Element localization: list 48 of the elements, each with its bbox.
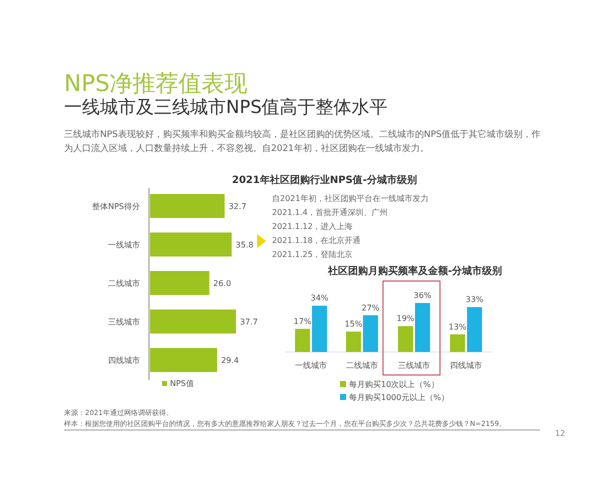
y-tick-label: 三线城市	[108, 318, 140, 326]
y-tick-label: 二线城市	[108, 279, 140, 288]
bar	[450, 334, 465, 352]
data-label: 13%	[448, 322, 467, 332]
bar	[312, 306, 327, 352]
text: 三线城市NPS表现较好，购买频率和购买金额均较高，是社区团购的优势区域。二线城市的NPS值低于其它城市级别，作为人口流入区域，人口数量持续上升，不容忽视。自2021年初，社区团购在一线城市发力。	[64, 128, 542, 156]
y-tick-label: 一线城市	[108, 240, 140, 250]
bar	[150, 271, 210, 295]
data-label: 15%	[344, 320, 363, 329]
bar	[346, 332, 361, 352]
bar	[415, 303, 430, 352]
text: 2021.1.4，首批开通深圳、广州	[272, 208, 388, 217]
x-tick-label: 二线城市	[346, 361, 378, 370]
legend-label: NPS值	[170, 379, 194, 388]
data-label: 33%	[466, 295, 484, 304]
text: 12	[555, 429, 566, 438]
data-label: 34%	[310, 294, 329, 303]
text: 2021.1.18，在北京开通	[272, 236, 361, 245]
y-tick-label: 整体NPS得分	[92, 202, 140, 211]
bar	[467, 307, 482, 352]
text: 一线城市及三线城市NPS值高于整体水平	[64, 96, 388, 119]
data-label: 36%	[414, 291, 432, 300]
bar	[150, 310, 236, 334]
bar	[295, 328, 310, 352]
data-label: 29.4	[221, 356, 239, 365]
text: 自2021年初，社区团购平台在一线城市发力	[272, 194, 428, 203]
data-label: 37.7	[240, 318, 258, 326]
x-tick-label: 四线城市	[450, 361, 482, 370]
data-label: 17%	[294, 316, 312, 326]
x-tick-label: 三线城市	[398, 361, 430, 370]
text: NPS净推荐值表现	[64, 70, 248, 98]
bar	[150, 194, 225, 218]
x-tick-label: 一线城市	[295, 361, 327, 370]
data-label: 19%	[396, 314, 415, 324]
chart-title: 社区团购月购买频率及金额-分城市级别	[326, 265, 502, 277]
text: 2021.1.25，登陆北京	[272, 250, 353, 259]
data-label: 35.8	[236, 240, 254, 250]
text: 2021.1.12，进入上海	[272, 222, 353, 231]
bar	[398, 326, 413, 352]
legend-label: 每月购买1000元以上（%）	[349, 393, 449, 402]
data-label: 27%	[362, 303, 380, 312]
legend-label: 每月购买10次以上（%）	[349, 380, 439, 389]
data-label: 26.0	[213, 279, 232, 288]
data-label: 32.7	[228, 202, 246, 211]
text: 2021年社区团购行业NPS值-分城市级别	[232, 174, 417, 186]
bar	[150, 232, 232, 256]
bar	[363, 315, 378, 352]
bar	[150, 348, 218, 372]
